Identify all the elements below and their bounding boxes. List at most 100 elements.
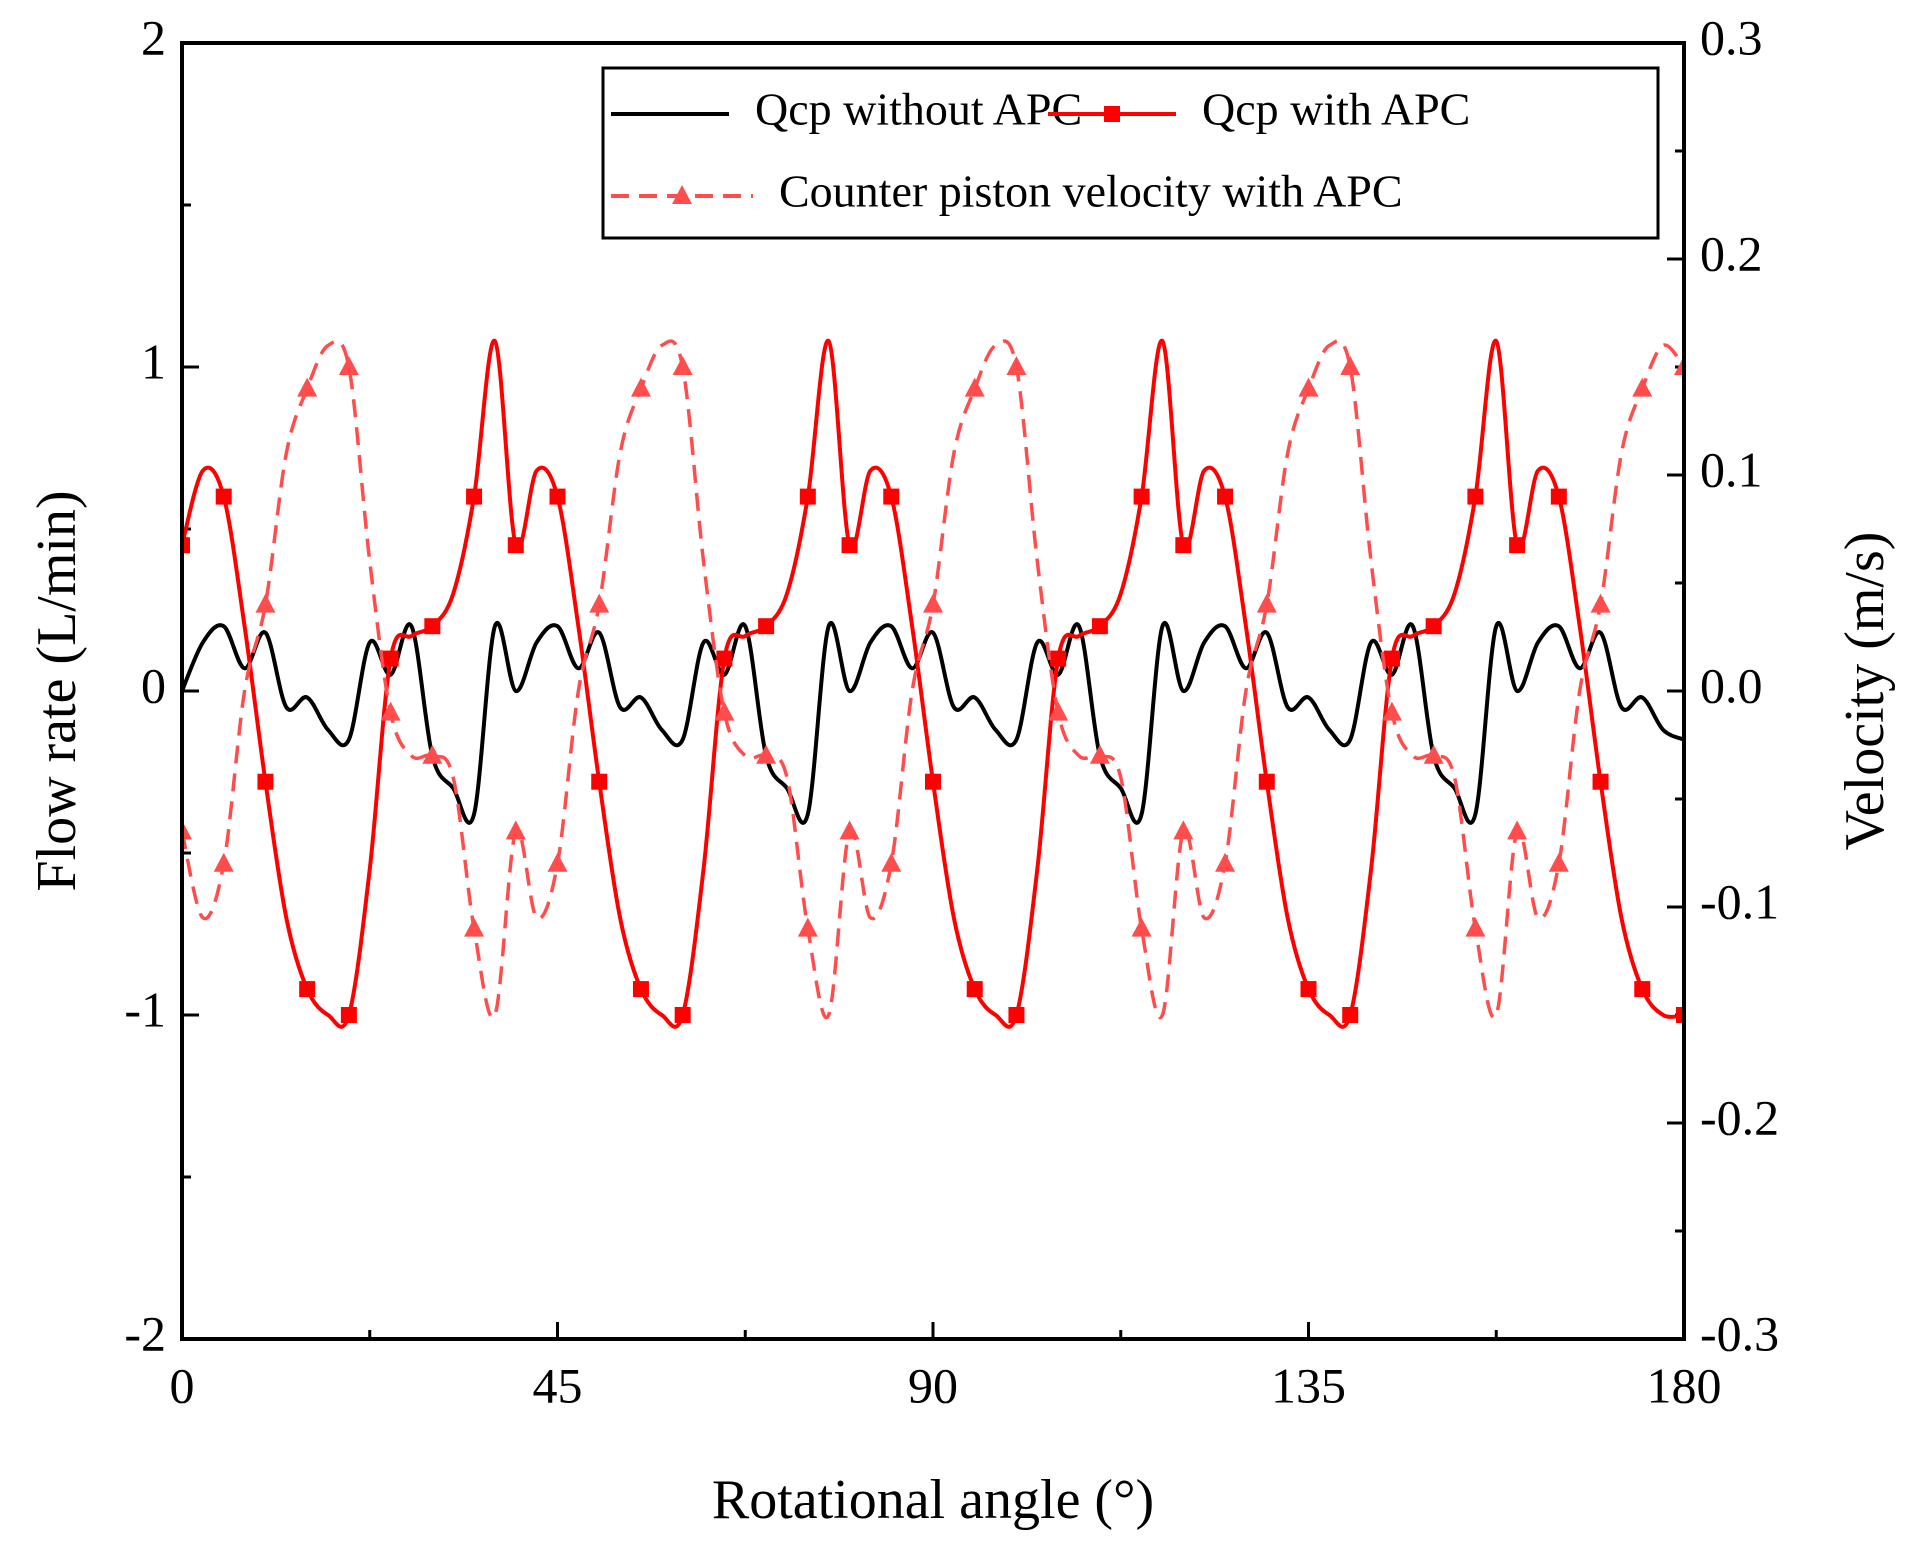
- triangle-marker: [1507, 820, 1528, 840]
- triangle-marker: [839, 820, 860, 840]
- square-marker: [674, 1007, 691, 1023]
- square-marker: [1467, 488, 1484, 505]
- legend-box: [601, 66, 1660, 240]
- square-marker: [1509, 537, 1526, 554]
- triangle-marker: [422, 744, 443, 764]
- triangle-marker: [1006, 356, 1027, 375]
- square-marker: [182, 537, 190, 554]
- square-marker: [1091, 618, 1108, 635]
- triangle-marker: [881, 852, 902, 872]
- y2-tick-label: -0.1: [1700, 873, 1779, 929]
- y-tick-label: -2: [124, 1305, 166, 1361]
- triangle-marker: [964, 377, 985, 397]
- square-marker: [466, 488, 483, 505]
- y2-tick-label: 0.2: [1700, 225, 1763, 281]
- triangle-marker: [380, 701, 401, 721]
- triangle-marker: [1215, 852, 1236, 872]
- square-marker: [1676, 1007, 1684, 1023]
- square-marker: [257, 773, 274, 790]
- triangle-marker: [923, 593, 943, 613]
- triangle-marker: [630, 377, 651, 397]
- triangle-marker: [1423, 744, 1444, 764]
- y2-tick-label: 0.1: [1700, 441, 1763, 497]
- triangle-marker: [464, 917, 485, 937]
- y-tick-label: 1: [141, 333, 166, 389]
- square-marker: [632, 981, 649, 998]
- triangle-marker: [547, 852, 568, 872]
- square-marker: [1258, 773, 1275, 790]
- plot-area: [182, 339, 1684, 1029]
- square-marker: [716, 650, 733, 667]
- x-tick-label: 90: [908, 1357, 958, 1413]
- legend-label: Qcp without APC: [755, 84, 1082, 135]
- square-marker: [1104, 106, 1120, 122]
- legend: Qcp without APC Qcp with APC Counter pisto…: [601, 66, 1660, 240]
- square-marker: [1383, 650, 1400, 667]
- square-marker: [340, 1007, 357, 1023]
- triangle-marker: [338, 356, 359, 375]
- y-tick-label: 2: [141, 9, 166, 65]
- triangle-marker: [213, 852, 234, 872]
- series-line: [182, 339, 1684, 1020]
- x-tick-label: 180: [1647, 1357, 1722, 1413]
- triangle-marker: [1173, 820, 1194, 840]
- plot-frame: [180, 41, 1686, 1341]
- triangle-marker: [797, 917, 818, 937]
- triangle-marker: [1632, 377, 1653, 397]
- triangle-marker: [1548, 852, 1569, 872]
- x-tick-label: 135: [1271, 1357, 1346, 1413]
- square-marker: [966, 981, 983, 998]
- square-marker: [1217, 488, 1234, 505]
- square-marker: [883, 488, 900, 505]
- square-marker: [1133, 488, 1150, 505]
- legend-label: Qcp with APC: [1202, 84, 1470, 135]
- x-tick-label: 0: [170, 1357, 195, 1413]
- square-marker: [758, 618, 775, 635]
- legend-label: Counter piston velocity with APC: [779, 166, 1403, 217]
- y-tick-label: 0: [141, 657, 166, 713]
- triangle-marker: [672, 356, 693, 375]
- square-marker: [507, 537, 524, 554]
- triangle-marker: [1048, 701, 1069, 721]
- triangle-marker: [1340, 356, 1361, 375]
- triangle-marker: [1131, 917, 1152, 937]
- square-marker: [1425, 618, 1442, 635]
- square-marker: [424, 618, 441, 635]
- square-marker: [925, 773, 941, 790]
- triangle-marker: [1590, 593, 1611, 613]
- y2-axis-label: Velocity (m/s): [1834, 532, 1896, 851]
- y2-tick-label: -0.3: [1700, 1305, 1779, 1361]
- square-marker: [841, 537, 858, 554]
- triangle-marker: [672, 185, 692, 204]
- triangle-marker: [1465, 917, 1486, 937]
- y-axis-label: Flow rate (L/min): [26, 490, 88, 891]
- square-marker: [1592, 773, 1609, 790]
- square-marker: [215, 488, 232, 505]
- triangle-marker: [1381, 701, 1402, 721]
- square-marker: [1175, 537, 1192, 554]
- series-line: [182, 339, 1684, 1029]
- square-marker: [549, 488, 566, 505]
- triangle-marker: [1674, 356, 1684, 375]
- triangle-marker: [1089, 744, 1110, 764]
- y2-tick-label: 0.3: [1700, 9, 1763, 65]
- x-tick-label: 45: [533, 1357, 583, 1413]
- triangle-marker: [714, 701, 735, 721]
- y-tick-label: -1: [124, 981, 166, 1037]
- triangle-marker: [1298, 377, 1319, 397]
- square-marker: [799, 488, 816, 505]
- square-marker: [1550, 488, 1567, 505]
- triangle-marker: [1256, 593, 1277, 613]
- triangle-marker: [182, 820, 192, 840]
- square-marker: [1008, 1007, 1025, 1023]
- triangle-marker: [589, 593, 610, 613]
- square-marker: [1050, 650, 1067, 667]
- series-line: [182, 621, 1684, 825]
- square-marker: [299, 981, 316, 998]
- y2-tick-label: 0.0: [1700, 657, 1763, 713]
- triangle-marker: [297, 377, 318, 397]
- square-marker: [1300, 981, 1317, 998]
- triangle-marker: [756, 744, 777, 764]
- x-axis-label: Rotational angle (°): [712, 1469, 1154, 1531]
